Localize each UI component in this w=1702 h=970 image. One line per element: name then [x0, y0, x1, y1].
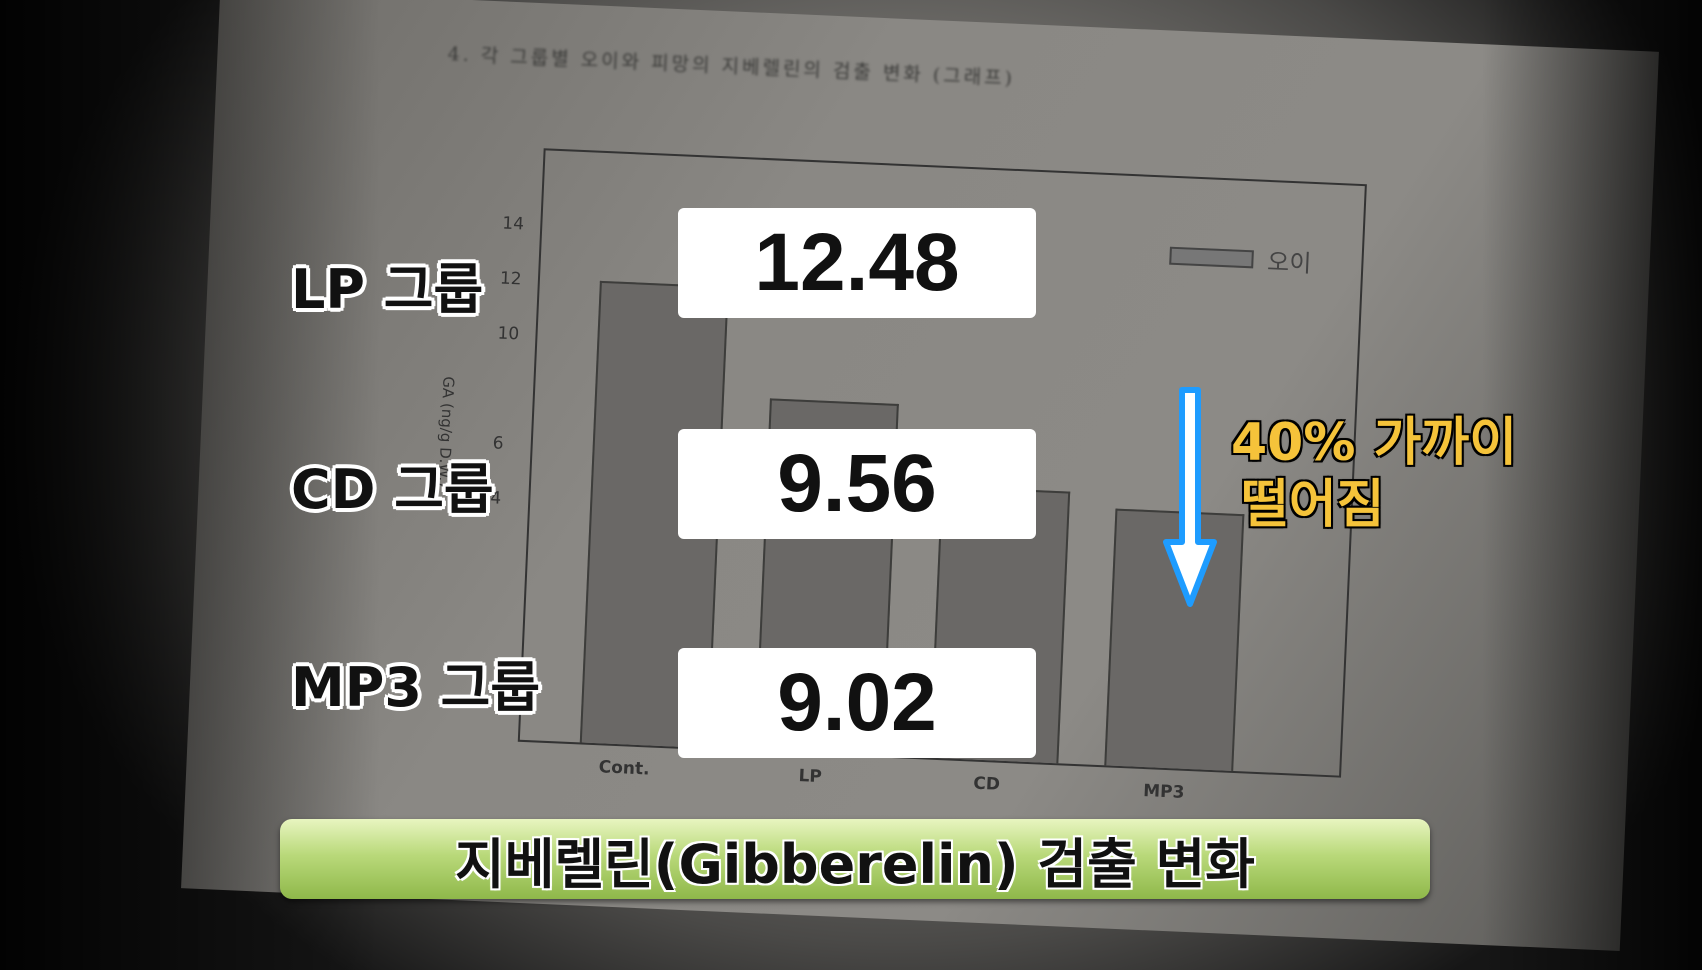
vignette-right	[1482, 0, 1702, 970]
down-arrow-icon	[1163, 387, 1217, 607]
vignette-left	[0, 0, 380, 970]
value-box-cd: 9.56	[678, 429, 1036, 539]
value-box-lp: 12.48	[678, 208, 1036, 318]
legend-label: 오이	[1266, 247, 1312, 278]
y-tick: 6	[492, 433, 505, 454]
drop-annotation: 40% 가까이 떨어짐	[1231, 412, 1517, 536]
chart-legend: 오이	[1169, 238, 1313, 279]
x-tick: LP	[798, 766, 823, 787]
group-label-mp3: MP3 그룹	[291, 656, 541, 719]
caption-banner: 지베렐린(Gibberelin) 검출 변화	[280, 819, 1430, 899]
x-tick: MP3	[1142, 781, 1185, 803]
caption-text: 지베렐린(Gibberelin) 검출 변화	[455, 832, 1255, 896]
y-tick: 10	[497, 323, 520, 345]
drop-text-line1: 40% 가까이	[1231, 413, 1518, 473]
group-label-lp: LP 그룹	[291, 258, 484, 321]
legend-swatch	[1169, 246, 1254, 268]
y-tick: 12	[499, 268, 523, 290]
x-tick: Cont.	[598, 757, 650, 780]
value-box-mp3: 9.02	[678, 648, 1036, 758]
y-tick: 14	[501, 213, 525, 235]
group-label-cd: CD 그룹	[291, 458, 494, 521]
document-title: 4. 각 그룹별 오이와 피망의 지베렐린의 검출 변화 (그래프)	[447, 43, 1016, 90]
x-tick: CD	[972, 773, 1001, 795]
drop-text-line2: 떨어짐	[1241, 475, 1385, 535]
